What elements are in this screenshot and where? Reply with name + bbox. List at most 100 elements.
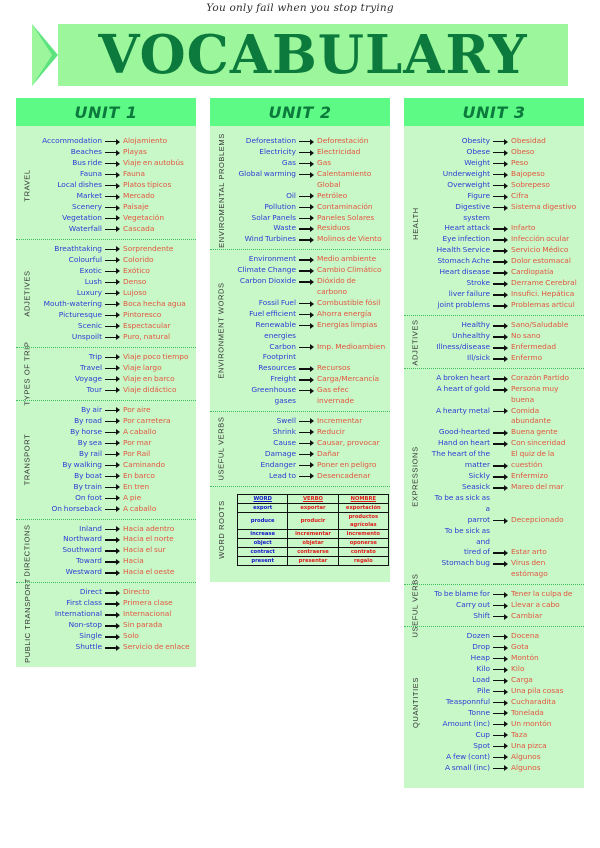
arrow-right-icon: [104, 191, 122, 202]
spanish-term: Decepcionado: [511, 514, 564, 524]
vocab-pair: Local dishes Platos típicos: [42, 180, 192, 191]
vocab-pair: Westward Hacia el oeste: [42, 567, 192, 578]
vocab-pair: Amount (inc) Un montón: [430, 719, 580, 730]
arrow-right-icon: [492, 267, 510, 278]
english-term: Fuel efficient: [249, 308, 296, 318]
spanish-term: Enfermo: [511, 353, 543, 363]
section-category-label: TRAVEL: [15, 132, 39, 239]
arrow-right-icon: [492, 642, 510, 653]
table-row: present presentar regalo: [236, 555, 390, 566]
spanish-term: Infección ocular: [511, 234, 570, 244]
english-term: Stomach bug: [441, 558, 490, 568]
spanish-term: Hacia el oeste: [123, 567, 175, 577]
vocab-pair: Obese Obeso: [430, 147, 580, 158]
spanish-term: Electricidad: [317, 146, 361, 156]
vocab-pair: By air Por aire: [42, 405, 192, 416]
vocab-section: DIRECTIONS Inland Hacia adentro Northward Ha…: [16, 518, 196, 583]
english-term: Beaches: [70, 146, 102, 156]
english-term: Underweight: [442, 168, 490, 178]
arrow-right-icon: [492, 373, 510, 384]
vocab-section: TYPES OF TRIP Trip Viaje poco tiempo Travel…: [16, 342, 196, 406]
spanish-term: Medio ambiente: [317, 254, 377, 264]
english-term: Tonne: [468, 707, 490, 717]
spanish-term: Sano/Saludable: [511, 320, 569, 330]
spanish-term: Ahorra energía: [317, 308, 372, 318]
vocab-pair: By boat En barco: [42, 471, 192, 482]
arrow-right-icon: [298, 169, 316, 180]
english-term: To be as sick as a: [434, 493, 490, 513]
vocab-pair: Environment Medio ambiente: [236, 254, 386, 265]
unit-body: HEALTH Obesity Obesidad Obese Obeso Weight Pes…: [404, 126, 584, 788]
arrow-right-icon: [492, 384, 510, 395]
table-row: object objetar oponerse: [236, 537, 390, 548]
spanish-term: Enfermedad: [511, 342, 557, 352]
spanish-term: Servicio de enlace: [123, 642, 190, 652]
unit-header: UNIT 2: [210, 98, 390, 126]
spanish-term: Gas: [317, 157, 332, 167]
english-term: Bus ride: [72, 157, 102, 167]
arrow-right-icon: [492, 741, 510, 752]
spanish-term: Enfermizo: [511, 471, 549, 481]
english-term: Direct: [79, 587, 102, 597]
spanish-term: Recursos: [317, 363, 351, 373]
vocab-pair: Oil Petróleo: [236, 191, 386, 202]
unit-body: TRAVEL Accommodation Alojamiento Beaches Pla…: [16, 126, 196, 667]
vocab-pair: By walking Caminando: [42, 460, 192, 471]
english-term: tired of: [463, 547, 490, 557]
english-term: By walking: [62, 459, 102, 469]
vocab-pair: Accommodation Alojamiento: [42, 136, 192, 147]
vocab-pair: Electricity Electricidad: [236, 147, 386, 158]
english-term: By sea: [77, 437, 102, 447]
arrow-right-icon: [104, 158, 122, 169]
english-term: Dozen: [466, 631, 490, 640]
arrow-right-icon: [492, 353, 510, 364]
unit-header: UNIT 1: [16, 98, 196, 126]
vocab-section: HEALTH Obesity Obesidad Obese Obeso Weight Pes…: [404, 132, 584, 315]
english-term: Exotic: [79, 265, 102, 275]
table-column-header: WORD: [236, 493, 289, 504]
spanish-term: Internacional: [123, 609, 172, 619]
arrow-right-icon: [492, 427, 510, 438]
section-category-text: ADJETIVES: [410, 319, 420, 366]
english-term: Shift: [473, 611, 490, 621]
arrow-right-icon: [104, 587, 122, 598]
arrow-right-icon: [298, 374, 316, 385]
vocab-pair: Weight Peso: [430, 158, 580, 169]
arrow-right-icon: [492, 331, 510, 342]
spanish-term: Contaminación: [317, 201, 373, 211]
vocab-pair: Global warming Calentamiento Global: [236, 169, 386, 190]
vocab-pair: Sickly Enfermizo: [430, 471, 580, 482]
section-category-text: QUANTITIES: [410, 676, 420, 728]
vocab-section: TRANSPORT By air Por aire By road Por carret…: [16, 399, 196, 519]
vocab-pair: To be as sick as a: [430, 493, 580, 514]
spanish-term: Petróleo: [317, 190, 348, 200]
english-term: Pollution: [264, 201, 296, 211]
spanish-term: Boca hecha agua: [123, 298, 186, 308]
section-category-label: ENVIRONMENT WORDS: [209, 250, 233, 410]
vocab-pair: Good-hearted Buena gente: [430, 427, 580, 438]
spanish-term: Deforestación: [317, 136, 369, 145]
spanish-term: Molinos de Viento: [317, 234, 382, 244]
spanish-term: Tener la culpa de: [511, 589, 573, 599]
vocab-pair: Non-stop Sin parada: [42, 620, 192, 631]
english-term: Obese: [466, 146, 490, 156]
english-term: Mouth-watering: [43, 298, 102, 308]
english-term: By air: [81, 404, 102, 414]
spanish-term: Sobrepeso: [511, 179, 550, 189]
arrow-right-icon: [104, 224, 122, 235]
vocab-pair: Lush Denso: [42, 277, 192, 288]
spanish-term: Montón: [511, 652, 539, 662]
arrow-right-icon: [298, 427, 316, 438]
spanish-term: Viaje en barco: [123, 373, 175, 383]
arrow-right-icon: [492, 169, 510, 180]
arrow-right-icon: [104, 471, 122, 482]
spanish-term: Gas efec invernade: [317, 385, 355, 405]
english-term: Electricity: [259, 146, 296, 156]
english-term: Pile: [477, 685, 490, 695]
english-term: Breathtaking: [54, 243, 102, 253]
spanish-term: Dañar: [317, 448, 340, 458]
vocab-section: PUBLIC TRANSPORT Direct Directo First class…: [16, 578, 196, 663]
english-term: Shuttle: [75, 642, 102, 652]
word-roots-table: WORD VERBO NOMBRE export exportar exportación…: [236, 493, 390, 566]
